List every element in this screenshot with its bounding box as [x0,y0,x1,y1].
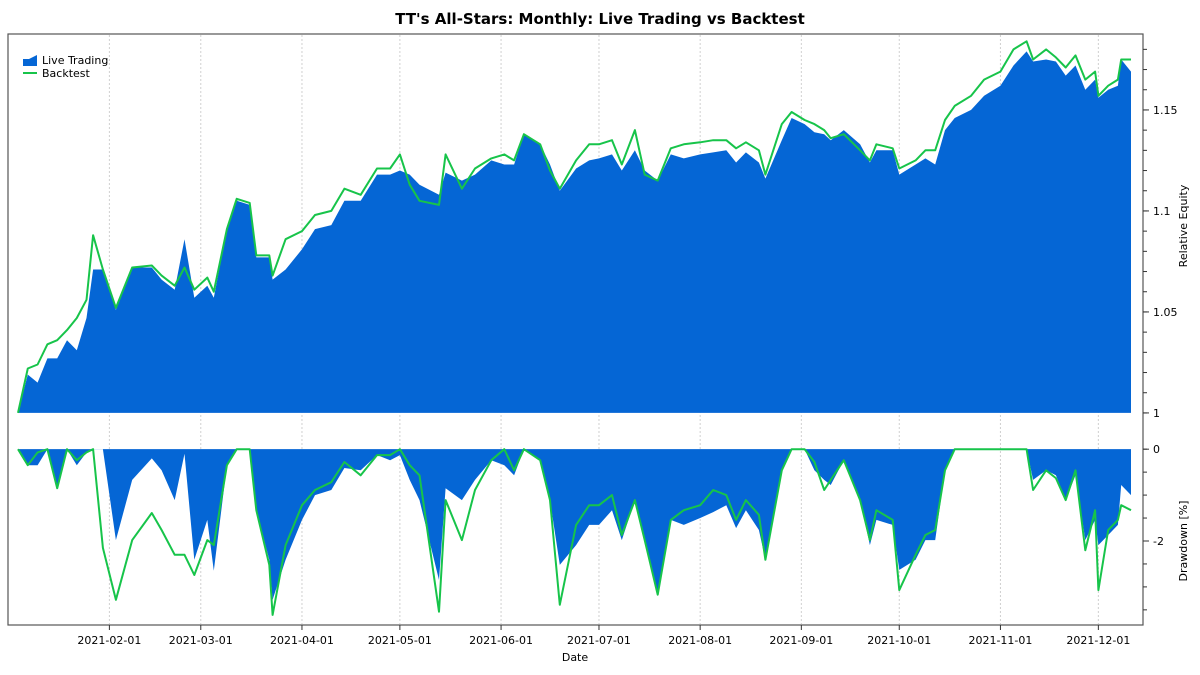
live-trading-area [18,51,1131,413]
x-tick-label: 2021-07-01 [567,634,631,647]
x-tick-label: 2021-04-01 [270,634,334,647]
x-axis-label: Date [562,651,589,664]
y-tick-label: 1.05 [1153,306,1178,319]
x-tick-label: 2021-12-01 [1066,634,1130,647]
legend-live-swatch-body [23,59,37,66]
dd-tick-label: 0 [1153,443,1160,456]
x-tick-label: 2021-09-01 [769,634,833,647]
x-tick-label: 2021-06-01 [469,634,533,647]
backtest-line [17,448,1132,616]
x-tick-label: 2021-05-01 [368,634,432,647]
x-tick-label: 2021-03-01 [169,634,233,647]
plot-frame [7,33,1144,626]
x-tick-label: 2021-02-01 [77,634,141,647]
y-axis-label-equity: Relative Equity [1177,184,1190,267]
x-tick-label: 2021-08-01 [668,634,732,647]
chart-title: TT's All-Stars: Monthly: Live Trading vs… [395,10,805,28]
dd-tick-label: -2 [1153,535,1164,548]
y-axis-label-drawdown: Drawdown [%] [1177,501,1190,582]
x-axis: 2021-02-01 2021-03-01 2021-04-01 2021-05-01… [77,625,1130,647]
legend-live-label: Live Trading [42,54,108,67]
live-trading-area [18,449,1131,600]
x-tick-label: 2021-10-01 [867,634,931,647]
backtest-line [17,40,1131,414]
legend-backtest-label: Backtest [42,67,91,80]
y-tick-label: 1 [1153,407,1160,420]
legend: Live Trading Backtest [23,54,108,80]
y-tick-label: 1.15 [1153,104,1178,117]
y-axis: 1 1.05 1.1 1.15 0 -2 [1143,48,1178,611]
equity-panel [17,40,1131,414]
x-tick-label: 2021-11-01 [968,634,1032,647]
drawdown-panel [17,448,1132,616]
y-tick-label: 1.1 [1153,205,1171,218]
